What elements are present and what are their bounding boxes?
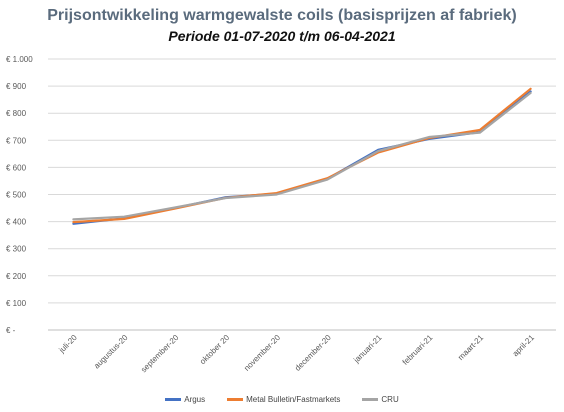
legend-swatch <box>165 398 182 401</box>
chart-legend: Argus Metal Bulletin/Fastmarkets CRU <box>0 395 564 404</box>
x-tick-label: januari-21 <box>351 333 384 366</box>
x-tick-label: augustus-20 <box>92 333 130 371</box>
y-tick-label: € 100 <box>6 299 27 308</box>
chart-title: Prijsontwikkeling warmgewalste coils (ba… <box>47 7 517 24</box>
x-tick-label: maart-21 <box>456 333 485 362</box>
y-tick-label: € 900 <box>6 82 27 91</box>
legend-swatch <box>362 398 379 401</box>
legend-item: CRU <box>362 395 399 404</box>
x-tick-label: april-21 <box>511 333 537 359</box>
series-lines <box>72 87 532 225</box>
x-tick-label: november-20 <box>242 333 282 373</box>
legend-label: Metal Bulletin/Fastmarkets <box>246 395 341 404</box>
y-tick-label: € 500 <box>6 191 27 200</box>
series-line-2 <box>72 87 532 224</box>
x-axis-ticks: juli-20 augustus-20 september-20 oktober 20… <box>57 333 537 375</box>
y-tick-label: € 400 <box>6 218 27 227</box>
y-tick-label: € 200 <box>6 272 27 281</box>
legend-label: CRU <box>381 395 399 404</box>
series-line-1 <box>72 90 532 225</box>
y-tick-label: € 700 <box>6 136 27 145</box>
chart-subtitle: Periode 01-07-2020 t/m 06-04-2021 <box>168 28 396 44</box>
gridlines <box>48 58 556 331</box>
x-tick-label: februari-21 <box>401 333 435 367</box>
y-tick-label: € 800 <box>6 109 27 118</box>
legend-label: Argus <box>184 395 206 404</box>
x-tick-label: juli-20 <box>57 333 80 356</box>
x-tick-label: oktober 20 <box>198 333 231 366</box>
line-chart: € - € 100 € 200 € 300 € 400 € 500 € 600 € 700 € … <box>6 55 556 375</box>
y-tick-label: € 300 <box>6 245 27 254</box>
legend-item: Argus <box>165 395 205 404</box>
y-tick-label: € 600 <box>6 163 27 172</box>
legend-item: Metal Bulletin/Fastmarkets <box>227 395 340 404</box>
x-tick-label: september-20 <box>139 333 181 375</box>
y-tick-label: € - <box>6 326 16 335</box>
legend-swatch <box>227 398 244 401</box>
y-axis-ticks: € - € 100 € 200 € 300 € 400 € 500 € 600 € 700 € … <box>6 55 33 335</box>
x-tick-label: december-20 <box>293 333 333 373</box>
y-tick-label: € 1.000 <box>6 55 33 64</box>
series-line-3 <box>72 91 532 221</box>
